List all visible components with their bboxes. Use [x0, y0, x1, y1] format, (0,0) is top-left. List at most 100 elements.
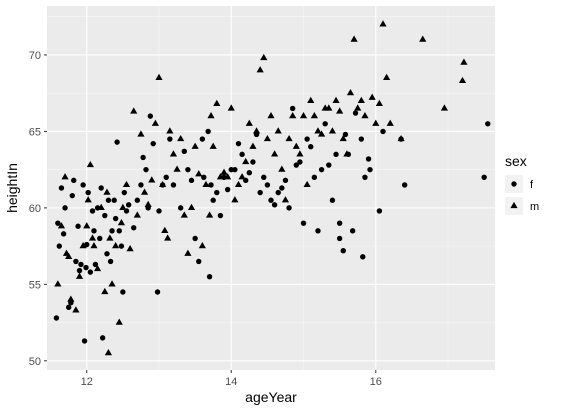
- point-m: [198, 242, 206, 249]
- point-m: [115, 318, 123, 325]
- legend-triangle-icon: [510, 201, 518, 209]
- point-f: [109, 228, 115, 234]
- y-tick-label: 55: [29, 279, 41, 291]
- point-f: [120, 289, 126, 295]
- point-m: [238, 173, 246, 180]
- point-m: [137, 130, 145, 137]
- point-m: [133, 211, 141, 218]
- point-m: [224, 173, 232, 180]
- x-tick-label: 16: [370, 376, 382, 388]
- legend-label-m: m: [530, 201, 539, 213]
- point-f: [235, 140, 242, 147]
- point-m: [234, 180, 243, 188]
- point-m: [151, 119, 159, 126]
- point-m: [263, 134, 271, 142]
- point-m: [325, 104, 333, 111]
- point-f: [131, 225, 137, 231]
- point-f: [297, 159, 303, 165]
- legend: sex f m: [505, 153, 539, 215]
- point-f: [279, 185, 285, 191]
- point-f: [112, 215, 119, 222]
- point-m: [397, 134, 405, 142]
- point-m: [209, 142, 217, 149]
- point-f: [300, 220, 307, 226]
- point-f: [167, 136, 173, 142]
- point-m: [220, 168, 228, 175]
- point-f: [143, 166, 149, 173]
- point-m: [357, 96, 365, 103]
- point-f: [352, 110, 359, 116]
- point-f: [311, 174, 318, 180]
- point-f: [81, 338, 88, 344]
- point-m: [227, 104, 235, 111]
- point-f: [99, 335, 106, 341]
- point-m: [281, 196, 290, 203]
- point-f: [73, 258, 79, 265]
- plot-panel: [47, 6, 495, 370]
- point-f: [264, 182, 271, 188]
- point-m: [75, 272, 84, 279]
- y-tick-label: 65: [29, 126, 41, 138]
- point-m: [267, 112, 275, 119]
- point-f: [349, 228, 356, 234]
- point-f: [60, 231, 67, 237]
- point-f: [208, 182, 214, 188]
- point-f: [62, 205, 68, 211]
- y-tick-label: 60: [29, 203, 41, 215]
- point-f: [217, 212, 224, 219]
- point-f: [336, 235, 343, 242]
- point-m: [307, 96, 315, 103]
- point-f: [78, 261, 84, 268]
- point-m: [164, 234, 172, 241]
- point-f: [83, 264, 89, 271]
- point-m: [86, 160, 94, 168]
- point-f: [87, 269, 94, 275]
- point-f: [201, 174, 207, 180]
- point-m: [379, 20, 387, 27]
- point-f: [98, 185, 104, 191]
- point-f: [326, 162, 332, 168]
- point-f: [116, 228, 122, 234]
- point-m: [343, 150, 351, 157]
- point-m: [274, 127, 282, 134]
- point-f: [308, 144, 314, 150]
- point-f: [53, 315, 60, 321]
- point-f: [188, 177, 195, 184]
- legend-title: sex: [505, 153, 527, 169]
- point-m: [103, 188, 111, 195]
- x-axis-title: ageYear: [245, 389, 297, 405]
- point-m: [161, 226, 169, 233]
- point-m: [368, 93, 376, 100]
- point-f: [107, 258, 114, 265]
- point-f: [206, 274, 213, 280]
- point-m: [84, 196, 92, 203]
- point-f: [80, 182, 86, 188]
- point-m: [332, 96, 340, 103]
- point-m: [67, 295, 75, 302]
- point-m: [57, 222, 66, 229]
- point-m: [148, 176, 156, 183]
- point-f: [376, 208, 383, 214]
- point-f: [150, 140, 156, 147]
- point-f: [163, 174, 169, 180]
- point-m: [372, 119, 380, 126]
- point-f: [105, 197, 112, 203]
- point-f: [104, 251, 110, 257]
- point-f: [286, 205, 292, 211]
- point-f: [380, 128, 386, 135]
- point-f: [205, 128, 211, 135]
- point-m: [140, 188, 149, 195]
- point-f: [293, 162, 299, 168]
- point-m: [310, 112, 318, 119]
- point-f: [401, 182, 408, 188]
- point-f: [170, 182, 177, 188]
- point-m: [90, 242, 98, 249]
- point-m: [93, 264, 102, 272]
- point-f: [102, 212, 108, 219]
- point-m: [108, 280, 116, 287]
- point-m: [216, 173, 225, 180]
- point-f: [185, 166, 191, 173]
- point-m: [383, 73, 391, 81]
- data-points: [53, 20, 491, 356]
